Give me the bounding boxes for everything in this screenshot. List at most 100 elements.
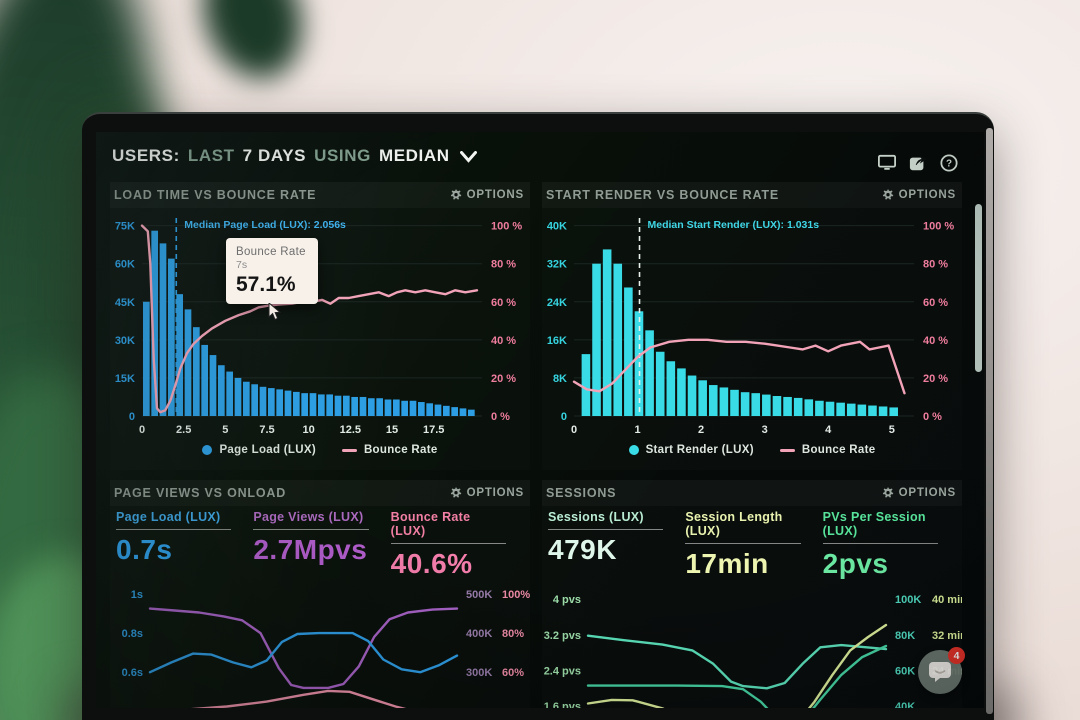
svg-text:16K: 16K <box>547 335 567 347</box>
metric-sessions: Sessions (LUX) 479K <box>548 510 685 580</box>
svg-text:2.5: 2.5 <box>176 424 191 436</box>
svg-text:80 %: 80 % <box>491 259 516 271</box>
svg-text:20 %: 20 % <box>923 373 948 385</box>
svg-text:100K: 100K <box>895 594 921 606</box>
svg-text:45K: 45K <box>115 297 135 309</box>
svg-text:40 %: 40 % <box>491 335 516 347</box>
svg-text:0: 0 <box>129 411 135 423</box>
metric-pvs-per-session: PVs Per Session (LUX) 2pvs <box>822 510 960 580</box>
legend-start-render[interactable]: Start Render (LUX) <box>628 444 754 456</box>
metric-bounce-rate: Bounce Rate (LUX) 40.6% <box>390 510 528 580</box>
svg-text:5: 5 <box>222 424 228 436</box>
chevron-down-icon[interactable] <box>459 151 477 163</box>
svg-text:100 %: 100 % <box>491 221 522 233</box>
panel-load-time: LOAD TIME VS BOUNCE RATE OPTIONS Median … <box>110 182 530 470</box>
share-icon[interactable] <box>909 154 927 172</box>
svg-text:8K: 8K <box>553 373 567 385</box>
options-label: OPTIONS <box>898 189 956 201</box>
sessions-options-button[interactable]: OPTIONS <box>882 487 956 499</box>
svg-text:0 %: 0 % <box>923 411 942 423</box>
panel-sessions-title: SESSIONS <box>546 486 617 500</box>
legend-line-icon <box>779 448 795 452</box>
svg-text:400K: 400K <box>466 628 492 640</box>
laptop-lid-edge <box>986 128 993 714</box>
options-label: OPTIONS <box>898 487 956 499</box>
svg-text:40K: 40K <box>895 701 915 708</box>
load-time-options-button[interactable]: OPTIONS <box>450 189 524 201</box>
tooltip-series: Bounce Rate <box>236 246 306 258</box>
plant-leaf <box>187 0 318 92</box>
tooltip-x-value: 7s <box>236 259 248 271</box>
scrollbar-thumb[interactable] <box>975 204 982 372</box>
svg-text:0 %: 0 % <box>491 411 510 423</box>
metric-underline <box>253 529 369 530</box>
svg-text:10: 10 <box>303 424 315 436</box>
svg-text:40K: 40K <box>547 221 567 233</box>
svg-text:0.8s: 0.8s <box>122 628 143 640</box>
legend-line-icon <box>341 448 357 452</box>
dashboard-title-dropdown[interactable]: USERS: LAST 7 DAYS USING MEDIAN <box>112 146 884 166</box>
load-time-chart[interactable]: Median Page Load (LUX): 2.056s 0 15K 30K 45K… <box>110 208 530 442</box>
gear-icon <box>450 189 461 200</box>
chat-launcher-button[interactable]: 4 <box>918 647 965 694</box>
page-views-options-button[interactable]: OPTIONS <box>450 487 524 499</box>
svg-text:15K: 15K <box>115 373 135 385</box>
metric-underline <box>116 529 232 530</box>
legend-bounce-rate[interactable]: Bounce Rate <box>779 444 876 456</box>
tooltip-value: 57.1% <box>236 273 296 296</box>
svg-text:5: 5 <box>889 424 895 436</box>
legend-bounce-rate[interactable]: Bounce Rate <box>341 444 438 456</box>
svg-text:200K: 200K <box>466 706 492 708</box>
monitor-icon[interactable] <box>878 154 896 172</box>
svg-text:?: ? <box>946 159 952 170</box>
svg-text:40 min: 40 min <box>932 594 962 606</box>
panel-page-views: PAGE VIEWS VS ONLOAD OPTIONS Page Load (… <box>110 480 530 708</box>
legend-dot-icon <box>628 445 639 455</box>
panel-sessions: SESSIONS OPTIONS Sessions (LUX) 479K Ses… <box>542 480 962 708</box>
metric-session-length: Session Length (LUX) 17min <box>685 510 822 580</box>
title-last: LAST <box>187 146 235 165</box>
svg-text:4 pvs: 4 pvs <box>553 594 581 606</box>
svg-text:30K: 30K <box>115 335 135 347</box>
svg-text:2: 2 <box>698 424 704 436</box>
help-icon[interactable]: ? <box>940 154 958 172</box>
chat-bubble-icon <box>929 662 951 682</box>
svg-text:60%: 60% <box>502 667 524 679</box>
legend-dot-icon <box>202 445 213 455</box>
options-label: OPTIONS <box>466 189 524 201</box>
svg-text:3.2 pvs: 3.2 pvs <box>544 630 581 642</box>
svg-text:60 %: 60 % <box>491 297 516 309</box>
svg-text:1.6 pvs: 1.6 pvs <box>544 701 581 708</box>
panel-start-render: START RENDER VS BOUNCE RATE OPTIONS Medi… <box>542 182 962 470</box>
svg-text:0.6s: 0.6s <box>122 667 143 679</box>
svg-text:60K: 60K <box>115 259 135 271</box>
gear-icon <box>882 189 893 200</box>
chat-unread-badge: 4 <box>948 647 965 664</box>
svg-text:Median Start Render (LUX): 1.0: Median Start Render (LUX): 1.031s <box>648 219 820 231</box>
chart-tooltip: Bounce Rate 7s 57.1% <box>226 238 318 321</box>
title-users: USERS: <box>112 146 180 165</box>
svg-text:3: 3 <box>762 424 768 436</box>
metric-page-load: Page Load (LUX) 0.7s <box>116 510 253 580</box>
svg-text:60 %: 60 % <box>923 297 948 309</box>
panel-start-render-title: START RENDER VS BOUNCE RATE <box>546 188 779 202</box>
svg-text:300K: 300K <box>466 667 492 679</box>
title-median: MEDIAN <box>378 146 450 165</box>
options-label: OPTIONS <box>466 487 524 499</box>
start-render-options-button[interactable]: OPTIONS <box>882 189 956 201</box>
svg-text:80K: 80K <box>895 630 915 642</box>
svg-text:20 %: 20 % <box>491 373 516 385</box>
svg-text:80%: 80% <box>502 628 524 640</box>
panel-load-time-title: LOAD TIME VS BOUNCE RATE <box>114 188 317 202</box>
svg-text:40 %: 40 % <box>923 335 948 347</box>
start-render-chart[interactable]: Median Start Render (LUX): 1.031s 0 8K 16K 2… <box>542 208 962 442</box>
svg-text:0.4s: 0.4s <box>122 706 143 708</box>
svg-text:32K: 32K <box>547 259 567 271</box>
metric-underline <box>548 529 664 530</box>
metric-underline <box>822 543 938 544</box>
mouse-cursor-icon <box>268 303 282 321</box>
page-views-chart[interactable]: 0.4s 0.6s 0.8s 1s 200K 40% 300K 60% 400K 80% 500K 1… <box>110 580 530 708</box>
legend-page-load[interactable]: Page Load (LUX) <box>202 444 316 456</box>
dashboard-screen: USERS: LAST 7 DAYS USING MEDIAN ? LOAD T… <box>96 132 984 708</box>
